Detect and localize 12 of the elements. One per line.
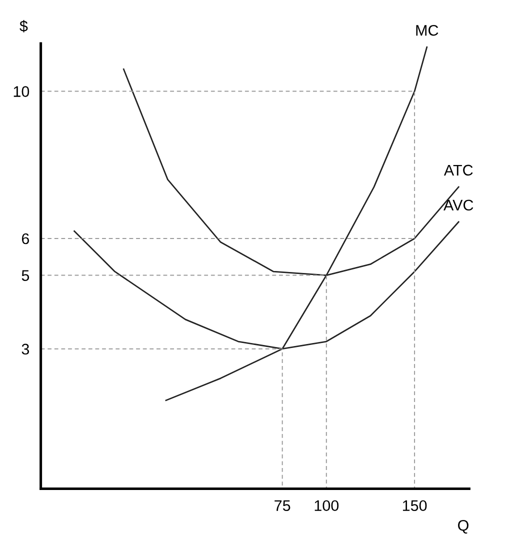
series-label: ATC: [444, 164, 473, 176]
y-axis-title: $: [20, 20, 28, 32]
x-tick-label: 100: [314, 500, 339, 512]
y-tick-label: 10: [14, 86, 30, 97]
x-axis-title: Q: [458, 520, 468, 534]
y-tick-label: 3: [22, 344, 30, 355]
x-tick-label: 75: [274, 500, 290, 512]
x-tick-label: 150: [402, 500, 427, 512]
series-label: AVC: [444, 200, 474, 211]
y-tick-label: 5: [22, 270, 30, 281]
series-label: MC: [416, 24, 438, 36]
y-tick-label: 6: [22, 233, 30, 244]
